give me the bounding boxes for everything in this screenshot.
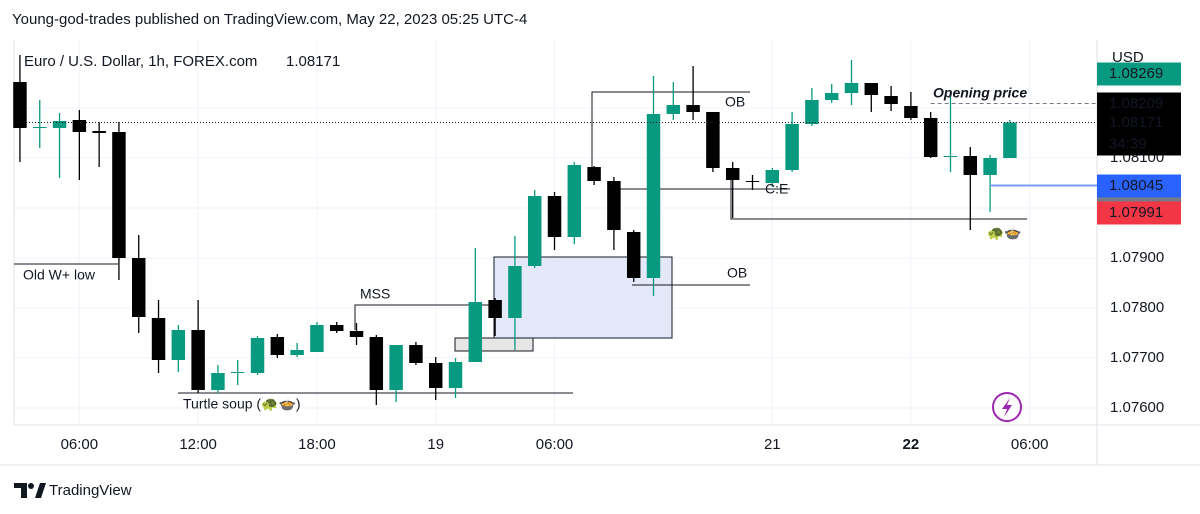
candle-body <box>310 325 324 352</box>
candle-body <box>33 127 47 128</box>
candle-body <box>567 165 582 237</box>
candle-body <box>349 331 364 337</box>
candle-body <box>508 266 522 318</box>
candle-body <box>706 112 720 168</box>
y-tick-label: 1.07800 <box>1110 299 1164 316</box>
brand-logo[interactable]: TradingView <box>14 482 132 499</box>
candle-body <box>805 100 819 124</box>
alert-icon[interactable] <box>992 392 1022 422</box>
candle-body <box>587 167 601 181</box>
price-label: 1.08045 <box>1109 177 1163 194</box>
annotation: OB <box>725 94 745 110</box>
countdown: 34:39 <box>1109 135 1147 152</box>
candle-body <box>389 345 403 390</box>
candle-body <box>329 325 344 331</box>
candle-body <box>884 96 898 104</box>
y-axis-label: USD <box>1112 49 1144 66</box>
x-tick-label: 21 <box>764 436 781 453</box>
candle-body <box>448 362 463 388</box>
x-tick-label: 06:00 <box>536 436 574 453</box>
candles <box>13 55 1097 405</box>
candle-body <box>745 181 760 182</box>
x-tick-label: 12:00 <box>179 436 217 453</box>
annotation: OB <box>727 265 747 281</box>
candle-body <box>765 170 780 183</box>
candle-body <box>488 300 502 318</box>
candle-body <box>626 232 641 278</box>
annotation: C:E <box>765 181 788 197</box>
price-label: 1.08171 <box>1109 114 1163 131</box>
price-label-box <box>1097 62 1181 86</box>
candle-body <box>468 302 483 362</box>
brand-name: TradingView <box>49 482 132 499</box>
candle-body <box>428 363 443 388</box>
candle-body <box>686 105 700 112</box>
y-tick-label: 1.07700 <box>1110 349 1164 366</box>
candle-body <box>92 131 106 133</box>
candle-body <box>983 158 997 175</box>
candle-body <box>369 337 384 390</box>
candle-body <box>13 82 27 128</box>
candle-body <box>725 168 740 180</box>
price-label-box <box>1097 111 1181 156</box>
candle-body <box>963 156 978 175</box>
annotation: Old W+ low <box>23 267 96 283</box>
mss-line <box>354 304 493 330</box>
price-label-box <box>1097 174 1181 198</box>
price-label: 1.07991 <box>1109 204 1163 221</box>
candle-body <box>132 258 146 317</box>
candle-body <box>290 350 304 355</box>
order-block-zone <box>493 256 673 339</box>
price-labels: 1.076001.077001.078001.079001.080001.081… <box>1097 62 1181 416</box>
candle-body <box>52 121 67 128</box>
legend-price: 1.08171 <box>286 53 340 70</box>
y-tick-label: 1.07900 <box>1110 249 1164 266</box>
publish-header: Young-god-trades published on TradingVie… <box>12 11 527 28</box>
x-tick-label: 18:00 <box>298 436 336 453</box>
price-label: 1.08269 <box>1109 65 1163 82</box>
candle-body <box>785 124 799 170</box>
candle-body <box>112 132 126 258</box>
ob-line <box>591 91 750 168</box>
candle-body <box>211 373 225 390</box>
price-label-box <box>1097 201 1181 225</box>
candle-body <box>72 120 87 132</box>
candle-body <box>904 106 918 118</box>
annotation: 🐢🍲 <box>987 225 1022 241</box>
level-line <box>730 170 1027 220</box>
candle-body <box>943 156 958 157</box>
annotation: Opening price <box>933 85 1027 101</box>
candle-body <box>151 318 166 360</box>
candle-body <box>171 330 186 360</box>
y-tick-label: 1.07600 <box>1110 399 1164 416</box>
fvg-zone <box>454 337 534 352</box>
x-tick-label: 22 <box>903 436 920 453</box>
candle-body <box>547 196 562 237</box>
candle-body <box>923 118 938 157</box>
candle-body <box>607 181 621 230</box>
candle-body <box>844 83 859 93</box>
candle-body <box>527 196 542 266</box>
candle-body <box>409 345 423 363</box>
candle-body <box>864 83 879 95</box>
candle-body <box>270 337 285 355</box>
candle-body <box>666 105 681 114</box>
chart-title: Euro / U.S. Dollar, 1h, FOREX.com <box>24 53 257 70</box>
annotation: MSS <box>360 286 390 302</box>
candle-body <box>250 338 265 373</box>
candle-body <box>646 114 661 278</box>
candle-body <box>1003 122 1017 158</box>
candle-body <box>191 330 205 390</box>
candle-body <box>230 372 245 373</box>
x-tick-label: 19 <box>427 436 444 453</box>
annotation: Turtle soup (🐢🍲) <box>183 396 301 412</box>
price-label-box <box>1097 92 1181 116</box>
price-label: 1.08209 <box>1109 95 1163 112</box>
x-tick-label: 06:00 <box>61 436 99 453</box>
x-tick-label: 06:00 <box>1011 436 1049 453</box>
candle-body <box>824 93 839 100</box>
